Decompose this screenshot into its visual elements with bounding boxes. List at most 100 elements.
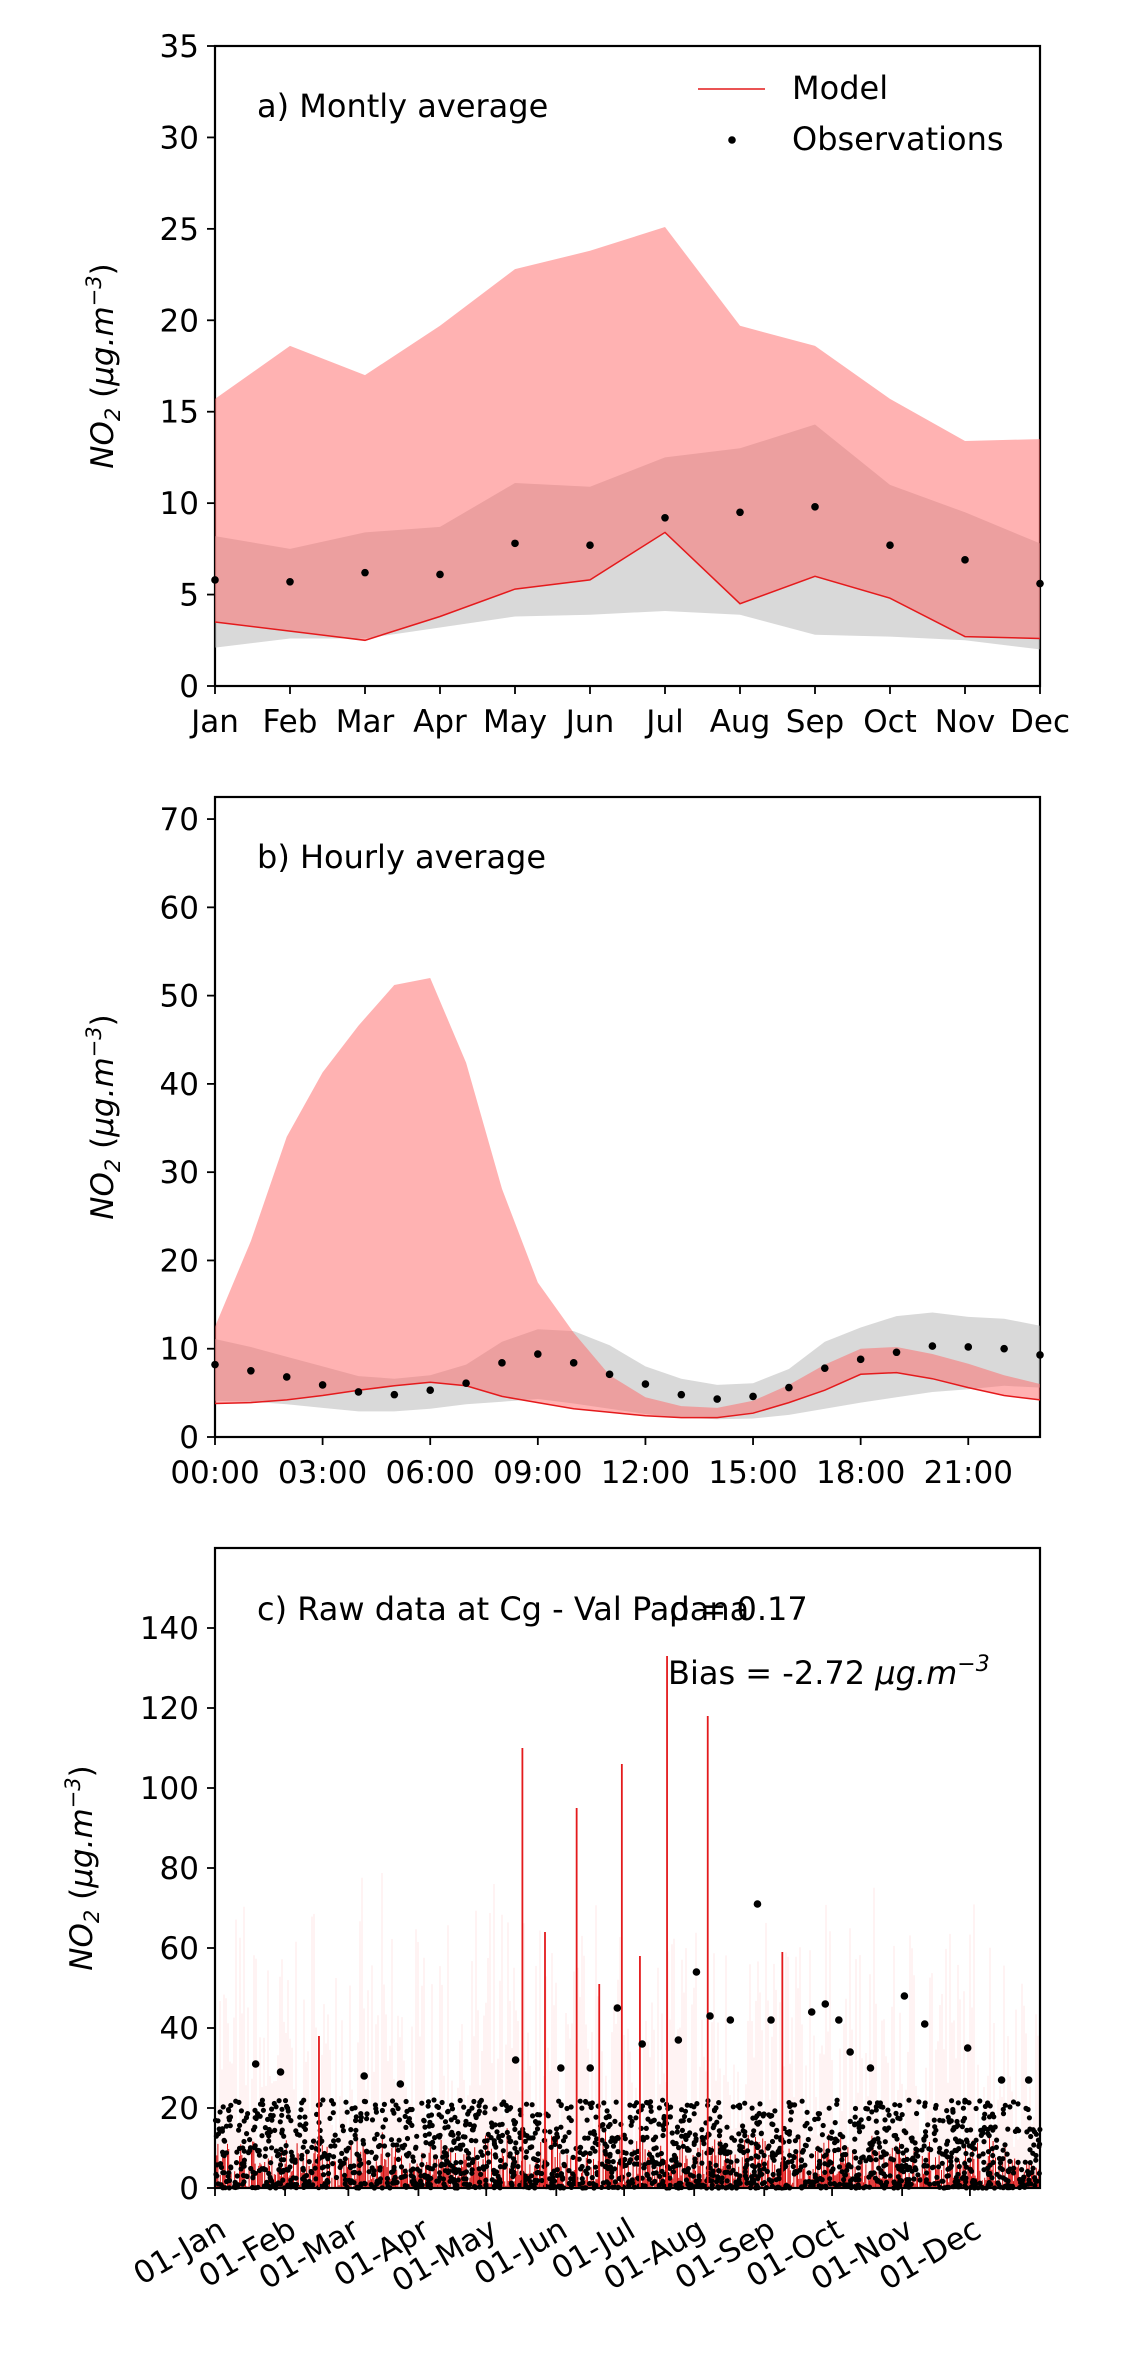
observation-point: [211, 576, 219, 584]
observation-point: [846, 2048, 854, 2056]
observation-point: [920, 2020, 929, 2028]
model-line: [214, 531, 1041, 642]
x-tick-label: 06:00: [386, 1455, 475, 1491]
observation-point: [706, 2012, 714, 2020]
observation-point: [511, 539, 519, 548]
observation-point: [964, 1343, 973, 1351]
y-axis-ticks: 0 10 20 30 40 50 60 70: [160, 802, 215, 1456]
observation-point: [426, 1386, 435, 1395]
observation-point: [534, 1350, 542, 1358]
x-axis-ticks: 00:00 03:00 06:00 09:00 12:00 15:00 18:00 21:00: [170, 1437, 1013, 1491]
observation-point: [354, 1388, 363, 1396]
observation-points: [211, 503, 1044, 588]
legend-observations-swatch: [728, 136, 736, 144]
y-tick-label: 25: [160, 212, 199, 248]
x-tick-label: Sep: [786, 704, 844, 740]
observation-point: [360, 2072, 368, 2080]
y-tick-label: 10: [160, 486, 199, 522]
observation-point: [638, 2040, 646, 2048]
observation-point: [396, 2080, 405, 2088]
observation-point: [641, 1380, 650, 1388]
observation-point: [498, 1359, 506, 1367]
uncertainty-bands: [215, 978, 1040, 1420]
observation-point: [677, 1390, 686, 1399]
observation-point: [713, 1395, 721, 1403]
observation-point: [1036, 1351, 1044, 1359]
observation-point: [807, 2008, 816, 2016]
observation-point: [856, 1355, 865, 1364]
observation-point: [820, 1364, 829, 1372]
x-tick-label: Apr: [413, 704, 467, 740]
x-axis-ticks: 01-Jan01-Feb01-Mar01-Apr01-May01-Jun01-J…: [127, 2188, 987, 2300]
observation-point: [557, 2064, 565, 2072]
observation-point: [211, 1360, 219, 1369]
y-axis-ticks: 0 20 40 60 80 100 120 140: [140, 1611, 215, 2207]
observation-point: [886, 541, 894, 549]
observation-point: [276, 2068, 285, 2076]
observation-point: [436, 570, 444, 579]
y-tick-label: 60: [160, 890, 199, 926]
observation-point: [726, 2016, 735, 2024]
x-axis-ticks: Jan Feb Mar Apr May Jun Jul Aug Sep Oct Nov Dec: [189, 686, 1070, 740]
y-tick-label: 60: [160, 1931, 199, 1967]
observation-point: [318, 1381, 327, 1389]
y-tick-label: 0: [179, 669, 199, 705]
observation-point: [900, 1992, 909, 2000]
observation-point: [1036, 579, 1044, 588]
observation-point: [605, 1370, 614, 1379]
y-tick-label: 70: [160, 802, 199, 838]
x-tick-label: Jul: [644, 704, 683, 740]
model-series-line: [214, 531, 1041, 642]
x-tick-label: Jan: [189, 704, 239, 740]
observation-point: [251, 2060, 260, 2068]
y-axis-label: NO2 (µg.m−3): [82, 263, 125, 468]
y-axis-label: NO2 (µg.m−3): [61, 1765, 104, 1970]
y-tick-label: 0: [179, 1420, 199, 1456]
y-tick-label: 15: [160, 395, 199, 431]
panel-title: b) Hourly average: [257, 838, 546, 876]
observation-point: [390, 1390, 399, 1399]
observation-point: [961, 556, 969, 564]
y-tick-label: 120: [140, 1691, 199, 1727]
y-axis-ticks: 0 5 10 15 20 25 30 35: [160, 29, 215, 705]
observation-point: [247, 1366, 255, 1375]
model-line: [214, 1371, 1041, 1419]
x-tick-label: 00:00: [170, 1455, 259, 1491]
y-tick-label: 80: [160, 1851, 199, 1887]
y-tick-label: 10: [160, 1332, 199, 1368]
y-tick-label: 0: [179, 2171, 199, 2207]
observation-point: [462, 1379, 470, 1387]
observation-point: [569, 1359, 578, 1367]
observation-point: [767, 2016, 775, 2024]
y-tick-label: 100: [140, 1771, 199, 1807]
observation-point: [1000, 1344, 1008, 1353]
observation-points: [211, 1342, 1044, 1403]
uncertainty-bands: [215, 227, 1040, 650]
observation-point: [821, 2000, 830, 2008]
x-tick-label: 21:00: [924, 1455, 1013, 1491]
panel-hourly-average: 0 10 20 30 40 50 60 70 00:00 03:00 06:00 09:00 12:0…: [82, 795, 1044, 1491]
observation-point: [674, 2036, 683, 2044]
observation-point: [963, 2044, 972, 2052]
observation-point: [785, 1383, 793, 1392]
observation-point: [835, 2016, 843, 2024]
bias-stat: Bias = -2.72 µg.m−3: [668, 1652, 990, 1692]
y-tick-label: 20: [160, 303, 199, 339]
model-range-band: [215, 978, 1040, 1418]
model-spikes: [318, 1656, 784, 2188]
panel-title: a) Montly average: [257, 87, 548, 125]
observation-point: [749, 1392, 757, 1401]
observation-point: [661, 513, 669, 522]
observation-point: [586, 2064, 595, 2072]
x-tick-label: Mar: [336, 704, 395, 740]
y-tick-label: 140: [140, 1611, 199, 1647]
observation-point: [286, 577, 294, 586]
legend-model-label: Model: [792, 69, 888, 107]
y-tick-label: 40: [160, 2011, 199, 2047]
panel-title: c) Raw data at Cg - Val Padana: [257, 1590, 749, 1628]
y-tick-label: 20: [160, 1243, 199, 1279]
observation-point: [361, 568, 369, 577]
observation-point: [1024, 2076, 1033, 2084]
x-tick-label: 15:00: [708, 1455, 797, 1491]
